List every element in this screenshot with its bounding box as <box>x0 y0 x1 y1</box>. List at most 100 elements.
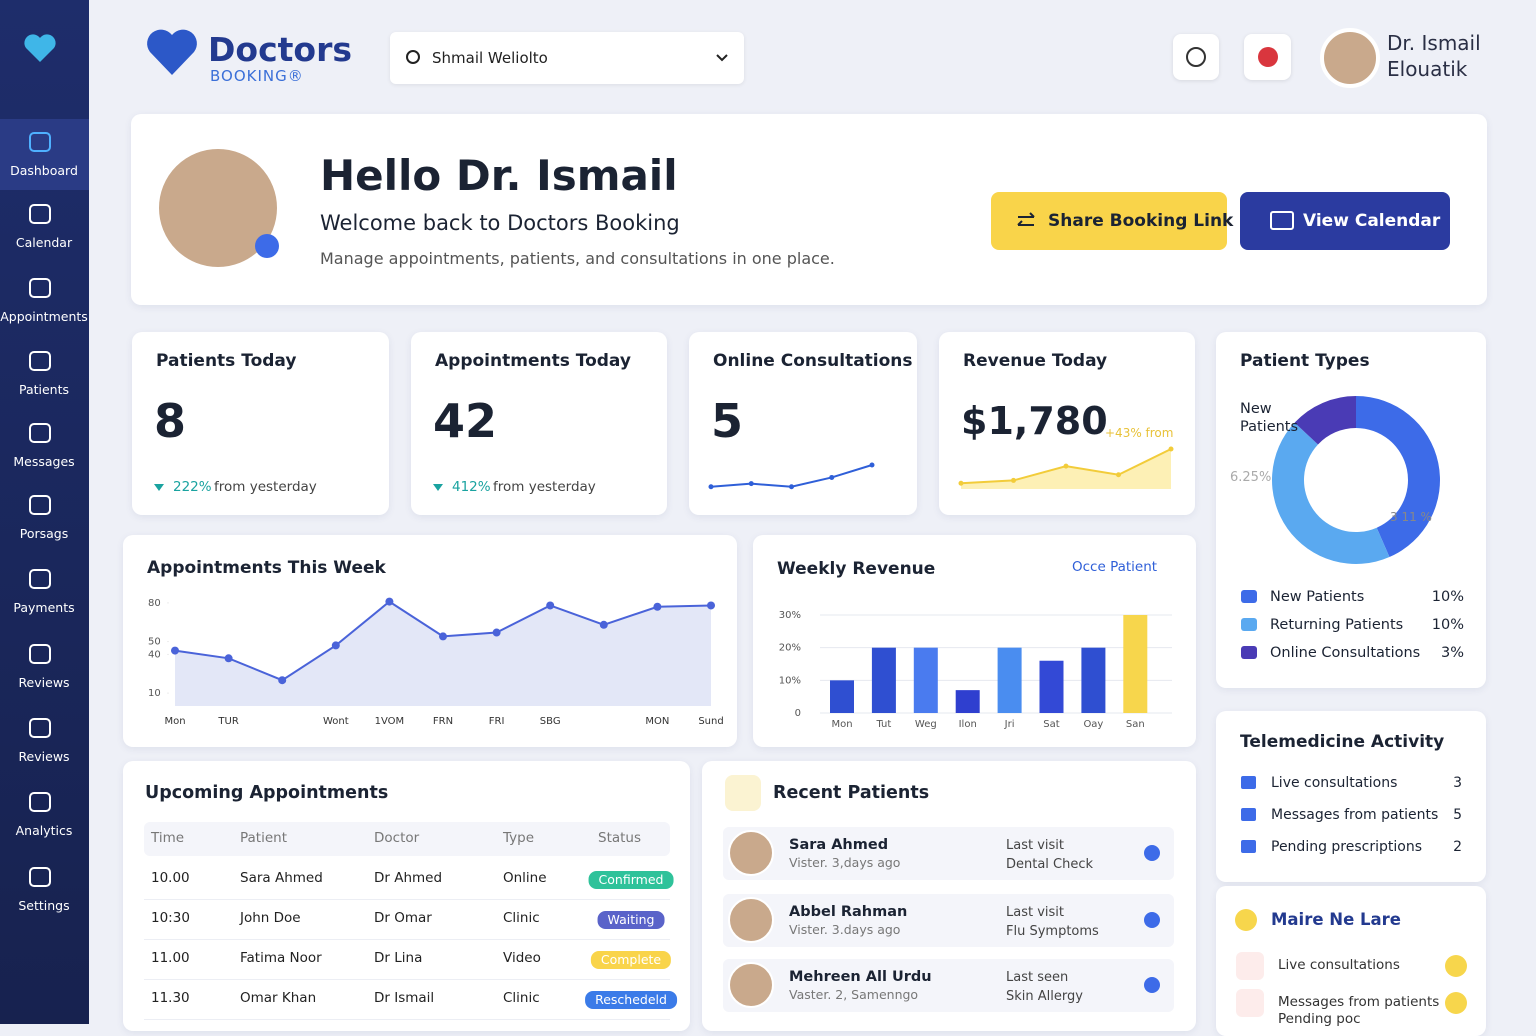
item-action <box>1445 955 1467 977</box>
patient-name: Sara Ahmed <box>789 836 889 853</box>
chart-title: Patient Types <box>1240 350 1370 371</box>
line-point <box>707 601 715 610</box>
nav-item[interactable]: Porsags <box>19 525 69 541</box>
y-tick-label: 0 <box>795 708 801 719</box>
column-header: Time <box>151 830 185 847</box>
y-tick-label: 50 <box>148 637 161 648</box>
visit-detail: Dental Check <box>1006 856 1094 872</box>
row-divider <box>144 1019 670 1020</box>
brand-logo <box>147 29 197 76</box>
patient-visit: Vister. 3,days ago <box>789 854 901 870</box>
hero-title: Hello Dr. Ismail <box>320 150 678 200</box>
hero-subtitle: Welcome back to Doctors Booking <box>320 211 680 236</box>
nav-item[interactable]: Settings <box>18 897 70 913</box>
y-tick-label: 10 <box>148 688 161 699</box>
donut-slice <box>1271 422 1390 565</box>
item-icon <box>1241 776 1256 789</box>
x-tick-label: Sund <box>698 716 723 727</box>
table-cell: Dr Omar <box>374 910 432 927</box>
table-cell: Fatima Noor <box>240 950 322 967</box>
brand: Doctors <box>208 29 352 69</box>
notify-button[interactable] <box>1173 34 1219 80</box>
legend-value: 10% <box>1431 588 1464 605</box>
stat-value: 8 <box>154 394 187 449</box>
recent-icon <box>725 775 761 811</box>
item-label: Pending poc <box>1278 1011 1361 1028</box>
sparkline-point <box>1116 472 1121 478</box>
chart-title: Appointments This Week <box>147 557 386 578</box>
share-icon <box>1017 212 1035 226</box>
bar <box>1081 647 1106 713</box>
patient-types-card <box>1216 332 1486 688</box>
share-button-label: Share Booking Link <box>1048 210 1234 231</box>
share-button[interactable] <box>991 192 1227 250</box>
section-title: Maire Ne Lare <box>1271 910 1402 930</box>
bar <box>1123 615 1148 713</box>
x-tick-label: San <box>1126 719 1145 730</box>
patient-name: Mehreen All Urdu <box>789 968 932 985</box>
patient-row <box>723 894 1174 947</box>
legend-label: New Patients <box>1270 588 1365 605</box>
patient-name: Abbel Rahman <box>789 903 908 920</box>
x-tick-label: TUR <box>217 716 238 727</box>
line-point <box>385 597 394 606</box>
row-divider <box>144 939 670 940</box>
item-label: Pending prescriptions <box>1271 838 1422 855</box>
nav-item[interactable]: Payments <box>13 599 75 615</box>
sparkline <box>710 464 873 488</box>
chart-link[interactable]: Occe Patient <box>1072 559 1158 576</box>
hero-avatar <box>153 143 283 273</box>
bar <box>830 680 854 713</box>
patient-visit: Vister. 3.days ago <box>789 921 901 937</box>
stat-title: Revenue Today <box>963 350 1108 371</box>
telemedicine-card <box>1216 711 1486 882</box>
donut-label: New Patients <box>1240 400 1299 436</box>
section-title: Upcoming Appointments <box>145 782 389 803</box>
status-badge: Reschedeld <box>585 990 677 1010</box>
patient-visit: Vaster. 2, Samenngo <box>789 986 919 1002</box>
table-cell: 10:30 <box>151 910 190 927</box>
status-badge: Confirmed <box>588 870 674 890</box>
nav-item[interactable]: Calendar <box>15 234 73 250</box>
visit-label: Last visit <box>1006 837 1064 853</box>
patient-row <box>723 959 1174 1012</box>
nav-item[interactable]: Reviews <box>18 748 70 764</box>
y-tick-label: 20% <box>779 643 801 654</box>
table-cell: 11.30 <box>151 990 190 1007</box>
item-icon <box>1241 808 1256 821</box>
item-icon <box>1236 989 1264 1017</box>
legend-swatch <box>1241 590 1257 603</box>
stat-title: Patients Today <box>156 350 297 371</box>
nav-item[interactable]: Patients <box>18 381 70 397</box>
sparkline-point <box>1168 446 1174 452</box>
item-label: Live consultations <box>1271 774 1398 791</box>
nav-item[interactable]: Reviews <box>18 674 70 690</box>
donut-annotation: 6.25% <box>1230 469 1272 485</box>
bar <box>997 647 1022 713</box>
sidebar-active <box>0 119 89 190</box>
line-area <box>175 601 711 706</box>
nav-item[interactable]: Appointments <box>0 308 88 324</box>
search-box[interactable] <box>390 32 744 84</box>
table-cell: Dr Lina <box>374 950 423 967</box>
table-header <box>144 822 670 856</box>
x-tick-label: Sat <box>1043 719 1059 730</box>
x-tick-label: Oay <box>1083 719 1103 730</box>
patient-action <box>1144 977 1160 993</box>
nav-icon <box>29 495 51 515</box>
nav-item[interactable]: Dashboard <box>10 162 78 178</box>
nav-item[interactable]: Messages <box>13 453 75 469</box>
line-point <box>599 620 608 629</box>
stat-value: $1,780 <box>961 399 1108 444</box>
stat-change: 412% <box>452 479 491 496</box>
nav-icon <box>29 351 51 371</box>
bar <box>1039 660 1064 713</box>
calendar-button[interactable] <box>1240 192 1450 250</box>
visit-label: Last seen <box>1006 969 1069 985</box>
line-point <box>439 632 447 641</box>
nav-item[interactable]: Analytics <box>15 822 73 838</box>
x-tick-label: Mon <box>831 719 852 730</box>
row-divider <box>144 979 670 980</box>
